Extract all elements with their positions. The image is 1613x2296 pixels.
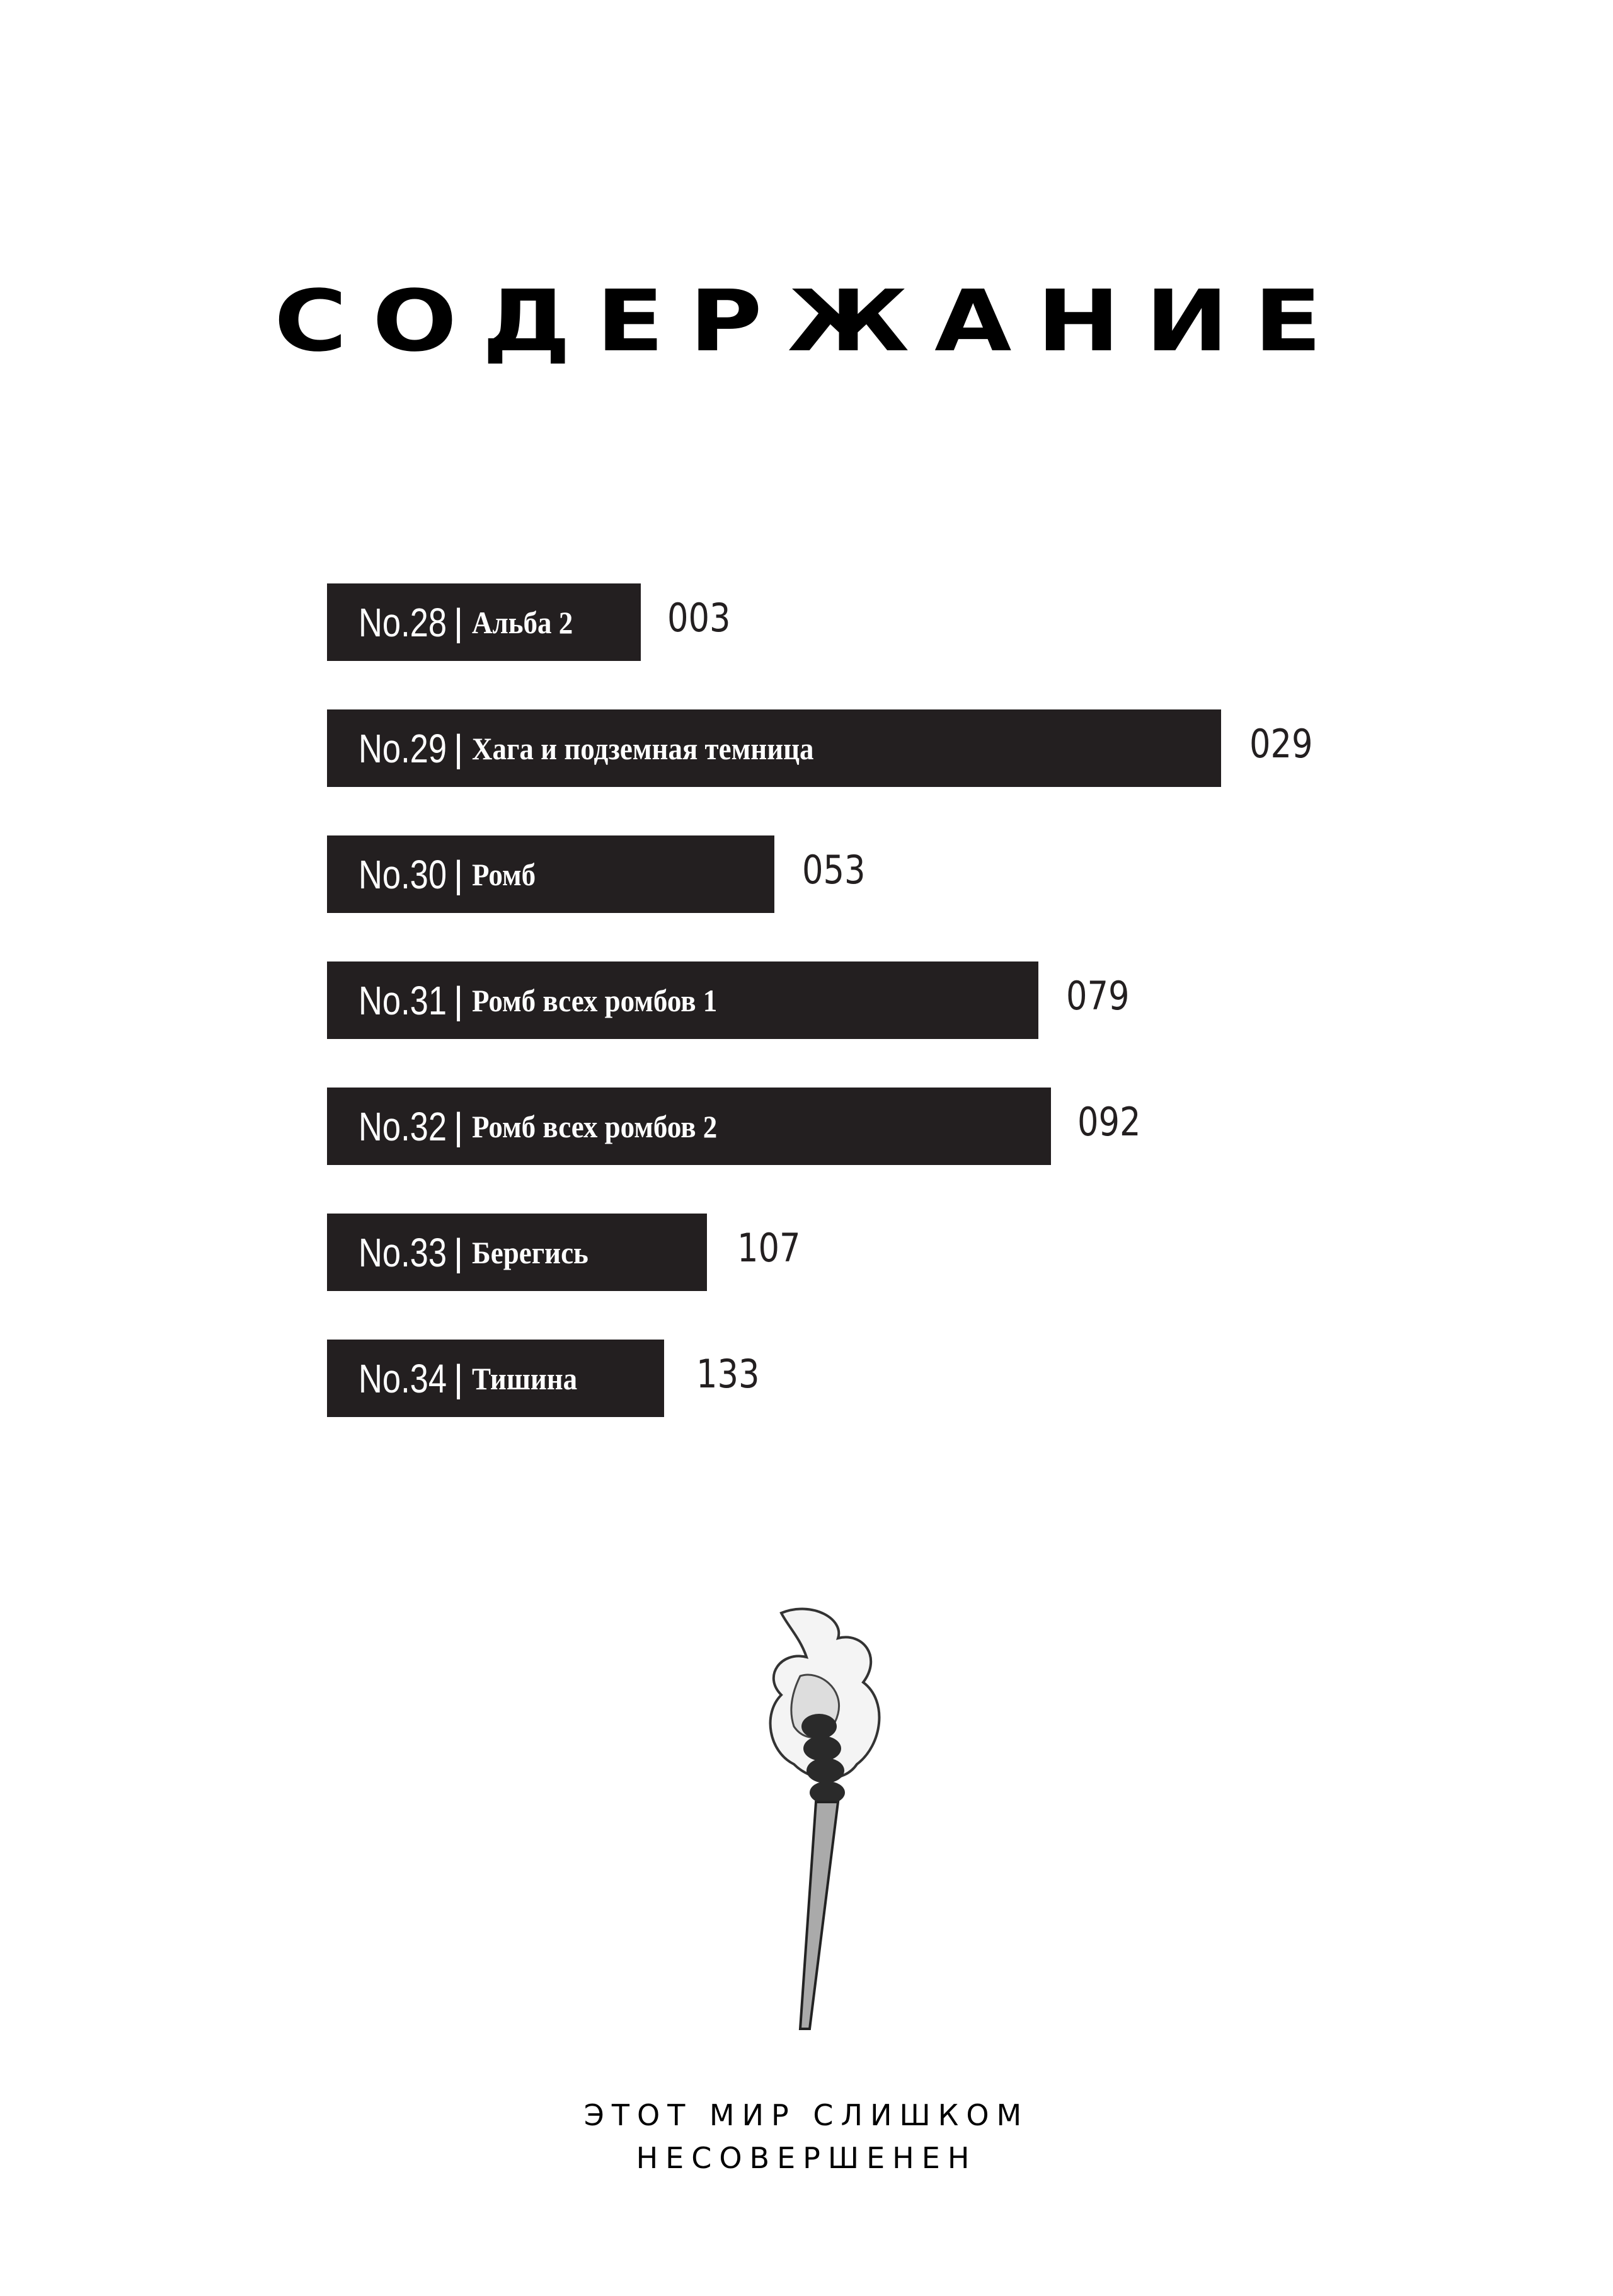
chapter-bar: No.30 | Ромб <box>327 835 774 913</box>
separator: | <box>453 853 464 895</box>
chapter-bar: No.34 | Тишина <box>327 1340 664 1417</box>
chapter-number: No.31 <box>359 977 447 1023</box>
separator: | <box>453 601 464 643</box>
chapter-title: Ромб всех ромбов 1 <box>472 982 718 1018</box>
chapter-bar: No.29 | Хага и подземная темница <box>327 709 1221 787</box>
page-number: 107 <box>737 1225 801 1271</box>
chapter-title: Берегись <box>472 1234 589 1270</box>
chapter-title: Тишина <box>472 1360 578 1396</box>
page-number: 029 <box>1249 721 1313 767</box>
page-number: 092 <box>1077 1099 1141 1145</box>
motto-line-1: ЭТОТ МИР СЛИШКОМ <box>583 2098 1030 2132</box>
page-number: 053 <box>802 847 866 893</box>
torch-illustration <box>769 1607 881 2030</box>
chapter-number: No.28 <box>359 599 447 645</box>
separator: | <box>453 1357 464 1399</box>
chapter-title: Хага и подземная темница <box>472 730 814 766</box>
chapter-bar: No.33 | Берегись <box>327 1214 707 1291</box>
separator: | <box>453 1231 464 1273</box>
chapter-title: Ромб всех ромбов 2 <box>472 1108 718 1144</box>
separator: | <box>453 727 464 769</box>
chapter-title: Альба 2 <box>472 604 573 640</box>
page-number: 003 <box>667 595 731 641</box>
page-number: 133 <box>696 1351 760 1397</box>
chapter-number: No.32 <box>359 1103 447 1149</box>
chapter-number: No.33 <box>359 1229 447 1275</box>
chapter-bar: No.28 | Альба 2 <box>327 583 641 661</box>
chapter-title: Ромб <box>472 856 536 892</box>
chapter-bar: No.31 | Ромб всех ромбов 1 <box>327 961 1038 1039</box>
page-number: 079 <box>1066 973 1130 1019</box>
separator: | <box>453 979 464 1021</box>
chapter-bar: No.32 | Ромб всех ромбов 2 <box>327 1088 1051 1165</box>
chapter-number: No.29 <box>359 725 447 771</box>
chapter-number: No.34 <box>359 1355 447 1401</box>
page-title: СОДЕРЖАНИЕ <box>274 272 1347 371</box>
separator: | <box>453 1105 464 1147</box>
chapter-number: No.30 <box>359 851 447 897</box>
motto-line-2: НЕСОВЕРШЕНЕН <box>636 2141 977 2175</box>
